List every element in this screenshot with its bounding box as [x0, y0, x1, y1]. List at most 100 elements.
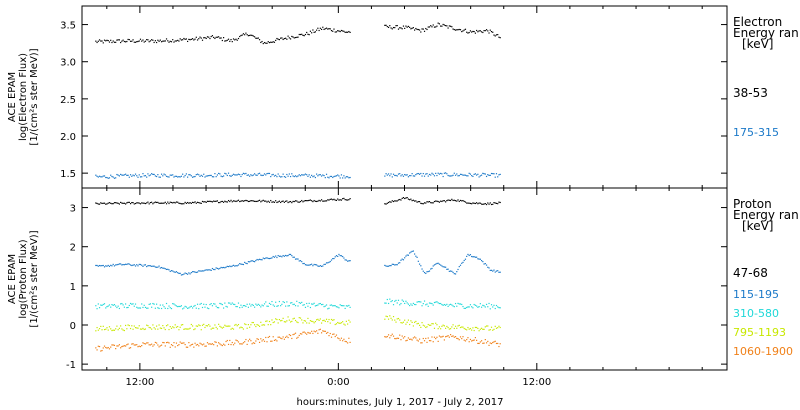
proton-point-115-195 [482, 261, 484, 263]
electron-point-175-315 [236, 174, 238, 176]
proton-point-115-195 [337, 255, 339, 257]
proton-point-115-195 [122, 263, 124, 266]
proton-point-795-1193 [226, 325, 228, 327]
proton-point-47-68 [196, 201, 199, 203]
electron-point-175-315 [196, 173, 199, 175]
proton-point-310-580 [328, 307, 330, 309]
electron-point-38-53 [193, 39, 195, 41]
electron-point-175-315 [432, 173, 434, 175]
proton-point-310-580 [324, 305, 326, 307]
proton-point-47-68 [282, 200, 284, 202]
proton-point-47-68 [121, 202, 123, 204]
proton-point-1060-1900 [417, 340, 419, 342]
electron-point-38-53 [106, 39, 108, 41]
proton-point-115-195 [188, 272, 190, 274]
electron-point-38-53 [262, 42, 264, 45]
electron-point-38-53 [436, 25, 438, 27]
proton-point-1060-1900 [426, 341, 428, 343]
electron-point-38-53 [148, 41, 150, 43]
electron-point-175-315 [387, 173, 390, 175]
electron-point-175-315 [275, 174, 277, 176]
proton-point-1060-1900 [313, 330, 315, 332]
proton-point-115-195 [396, 264, 398, 266]
proton-point-310-580 [234, 303, 236, 306]
proton-point-115-195 [472, 256, 474, 258]
proton-point-795-1193 [319, 318, 321, 320]
electron-point-175-315 [153, 173, 155, 176]
proton-point-47-68 [115, 202, 117, 204]
proton-point-115-195 [132, 264, 134, 266]
proton-point-310-580 [267, 305, 269, 307]
electron-point-175-315 [204, 176, 206, 178]
proton-point-795-1193 [395, 321, 397, 323]
proton-point-1060-1900 [177, 344, 179, 347]
proton-point-795-1193 [206, 325, 209, 327]
proton-point-47-68 [175, 201, 178, 203]
proton-point-115-195 [422, 270, 424, 272]
electron-point-38-53 [143, 41, 145, 43]
proton-point-115-195 [194, 271, 196, 273]
proton-point-47-68 [265, 200, 267, 202]
proton-point-795-1193 [471, 329, 473, 331]
electron-point-38-53 [180, 39, 183, 41]
proton-point-47-68 [298, 201, 300, 203]
proton-point-1060-1900 [188, 342, 190, 344]
proton-point-795-1193 [270, 324, 272, 326]
proton-point-310-580 [325, 304, 328, 306]
x-axis-caption: hours:minutes, July 1, 2017 - July 2, 20… [297, 397, 504, 408]
electron-point-38-53 [298, 33, 300, 36]
proton-point-115-195 [488, 267, 490, 269]
electron-point-38-53 [296, 36, 298, 38]
proton-point-115-195 [224, 267, 226, 269]
proton-point-310-580 [332, 305, 334, 307]
proton-point-115-195 [189, 273, 191, 275]
proton-point-795-1193 [303, 319, 305, 322]
proton-point-115-195 [447, 268, 449, 270]
proton-point-310-580 [291, 302, 293, 304]
proton-point-1060-1900 [137, 346, 139, 348]
proton-point-115-195 [485, 264, 488, 266]
proton-point-310-580 [345, 305, 347, 307]
proton-point-115-195 [102, 264, 104, 267]
proton-point-115-195 [96, 264, 98, 267]
proton-point-115-195 [339, 254, 341, 257]
electron-ylabel-line: log(Electron Flux) [18, 53, 29, 141]
proton-point-1060-1900 [214, 341, 216, 343]
proton-point-310-580 [133, 305, 135, 307]
proton-point-115-195 [479, 258, 481, 260]
proton-point-310-580 [277, 305, 279, 307]
proton-point-115-195 [333, 257, 335, 260]
proton-point-310-580 [404, 302, 406, 305]
proton-point-115-195 [311, 263, 313, 265]
proton-point-115-195 [390, 264, 392, 267]
proton-point-47-68 [435, 200, 437, 202]
electron-point-38-53 [174, 40, 176, 42]
proton-legend-entry: 115-195 [733, 288, 779, 301]
proton-point-795-1193 [405, 323, 407, 325]
electron-point-175-315 [480, 174, 483, 176]
proton-point-310-580 [282, 301, 284, 303]
proton-point-310-580 [236, 306, 238, 308]
electron-point-38-53 [144, 40, 147, 42]
proton-point-310-580 [430, 302, 432, 304]
proton-point-115-195 [163, 267, 165, 269]
electron-point-175-315 [402, 175, 405, 177]
proton-point-795-1193 [308, 322, 310, 324]
proton-point-795-1193 [172, 326, 174, 328]
proton-point-47-68 [107, 202, 109, 204]
proton-point-310-580 [158, 307, 160, 310]
electron-point-175-315 [399, 173, 401, 175]
electron-point-175-315 [97, 176, 99, 178]
proton-point-795-1193 [489, 329, 491, 331]
proton-point-795-1193 [415, 320, 417, 323]
proton-point-310-580 [425, 304, 427, 306]
proton-point-795-1193 [432, 323, 434, 325]
proton-point-1060-1900 [178, 344, 180, 346]
proton-point-47-68 [334, 199, 336, 201]
proton-point-1060-1900 [400, 339, 402, 341]
proton-point-47-68 [137, 202, 139, 204]
proton-point-115-195 [440, 264, 442, 266]
proton-point-795-1193 [96, 326, 98, 329]
proton-point-47-68 [127, 201, 129, 204]
proton-point-1060-1900 [105, 346, 107, 349]
